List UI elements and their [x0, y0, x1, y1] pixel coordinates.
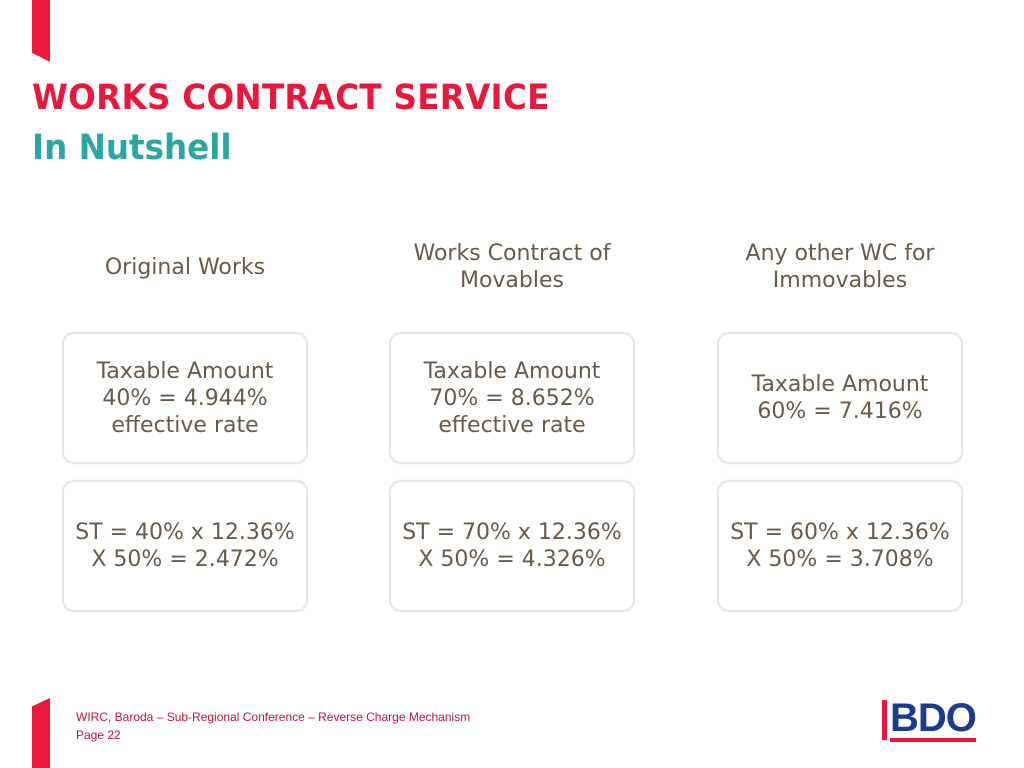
taxable-amount-box-immovables: Taxable Amount 60% = 7.416% [717, 332, 963, 464]
logo-red-bar [882, 700, 887, 740]
bdo-logo: BDO [882, 696, 994, 742]
slide-title: WORKS CONTRACT SERVICE [32, 78, 550, 118]
slide-subtitle: In Nutshell [32, 128, 232, 168]
footer-page-number: Page 22 [76, 728, 121, 742]
column-header-movables: Works Contract of Movables [413, 241, 611, 293]
column-header-original-works: Original Works [104, 254, 266, 280]
logo-text: BDO [890, 696, 977, 742]
column-header-immovables: Any other WC for Immovables [745, 241, 935, 293]
bottom-accent-bar [32, 698, 50, 768]
service-tax-box-original-works: ST = 40% x 12.36% X 50% = 2.472% [62, 480, 308, 612]
footer-conference-text: WIRC, Baroda – Sub-Regional Conference –… [76, 710, 471, 724]
taxable-amount-box-original-works: Taxable Amount 40% = 4.944% effective ra… [62, 332, 308, 464]
taxable-amount-box-movables: Taxable Amount 70% = 8.652% effective ra… [389, 332, 635, 464]
service-tax-box-movables: ST = 70% x 12.36% X 50% = 4.326% [389, 480, 635, 612]
service-tax-box-immovables: ST = 60% x 12.36% X 50% = 3.708% [717, 480, 963, 612]
top-accent-bar [32, 0, 50, 62]
